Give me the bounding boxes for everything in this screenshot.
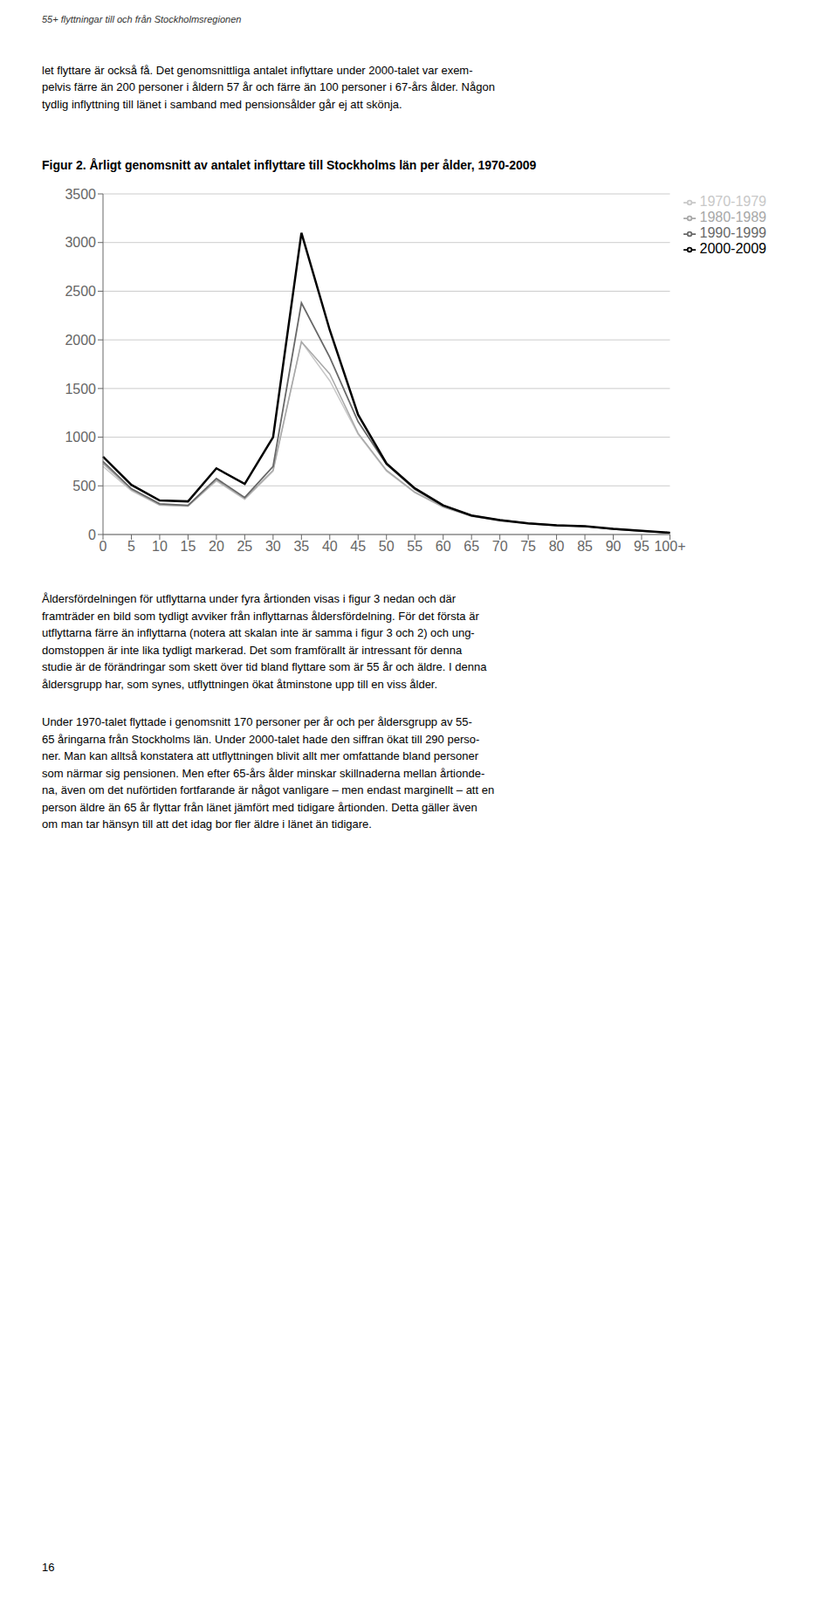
svg-text:30: 30 <box>265 538 282 554</box>
html-text:Åldersfördelningen för utflytt: Åldersfördelningen för utflyttarna under… <box>41 591 487 691</box>
html-text:55+ flyttningar till och från: 55+ flyttningar till och från Stockholms… <box>41 13 242 25</box>
svg-text:2000: 2000 <box>64 332 97 348</box>
svg-text:1500: 1500 <box>64 381 97 397</box>
svg-text:35: 35 <box>293 538 310 554</box>
html-text:1980-1989: 1980-1989 <box>699 209 767 225</box>
svg-text:0: 0 <box>99 538 108 554</box>
svg-text:3000: 3000 <box>64 234 97 250</box>
html-text:2000-2009: 2000-2009 <box>699 240 767 256</box>
html-text:Under 1970-talet flyttade i ge: Under 1970-talet flyttade i genomsnitt 1… <box>41 714 495 831</box>
svg-text:40: 40 <box>322 538 338 554</box>
svg-text:50: 50 <box>378 538 395 554</box>
svg-text:5: 5 <box>127 538 136 554</box>
svg-text:90: 90 <box>605 538 622 554</box>
svg-text:65: 65 <box>463 538 480 554</box>
svg-text:0: 0 <box>88 527 97 543</box>
html-text:16: 16 <box>41 1559 55 1573</box>
html-text:Figur 2. Årligt genomsnitt av: Figur 2. Årligt genomsnitt av antalet in… <box>41 157 537 172</box>
svg-text:95: 95 <box>633 538 650 554</box>
svg-text:80: 80 <box>549 538 565 554</box>
svg-text:100+: 100+ <box>653 538 686 554</box>
svg-text:3500: 3500 <box>64 186 97 202</box>
html-text:let flyttare är också få. Det: let flyttare är också få. Det genomsnitt… <box>41 63 495 111</box>
svg-text:45: 45 <box>350 538 366 554</box>
svg-text:85: 85 <box>576 538 593 554</box>
svg-text:1000: 1000 <box>64 429 97 445</box>
svg-text:25: 25 <box>236 538 253 554</box>
svg-text:2500: 2500 <box>64 283 97 299</box>
svg-text:10: 10 <box>151 538 168 554</box>
svg-text:75: 75 <box>520 538 536 554</box>
html-text:1970-1979: 1970-1979 <box>699 193 767 209</box>
svg-text:55: 55 <box>406 538 423 554</box>
svg-text:70: 70 <box>492 538 509 554</box>
svg-text:20: 20 <box>208 538 225 554</box>
svg-text:500: 500 <box>72 478 97 494</box>
html-text:1990-1999: 1990-1999 <box>699 225 767 241</box>
svg-text:60: 60 <box>435 538 452 554</box>
svg-text:15: 15 <box>180 538 197 554</box>
